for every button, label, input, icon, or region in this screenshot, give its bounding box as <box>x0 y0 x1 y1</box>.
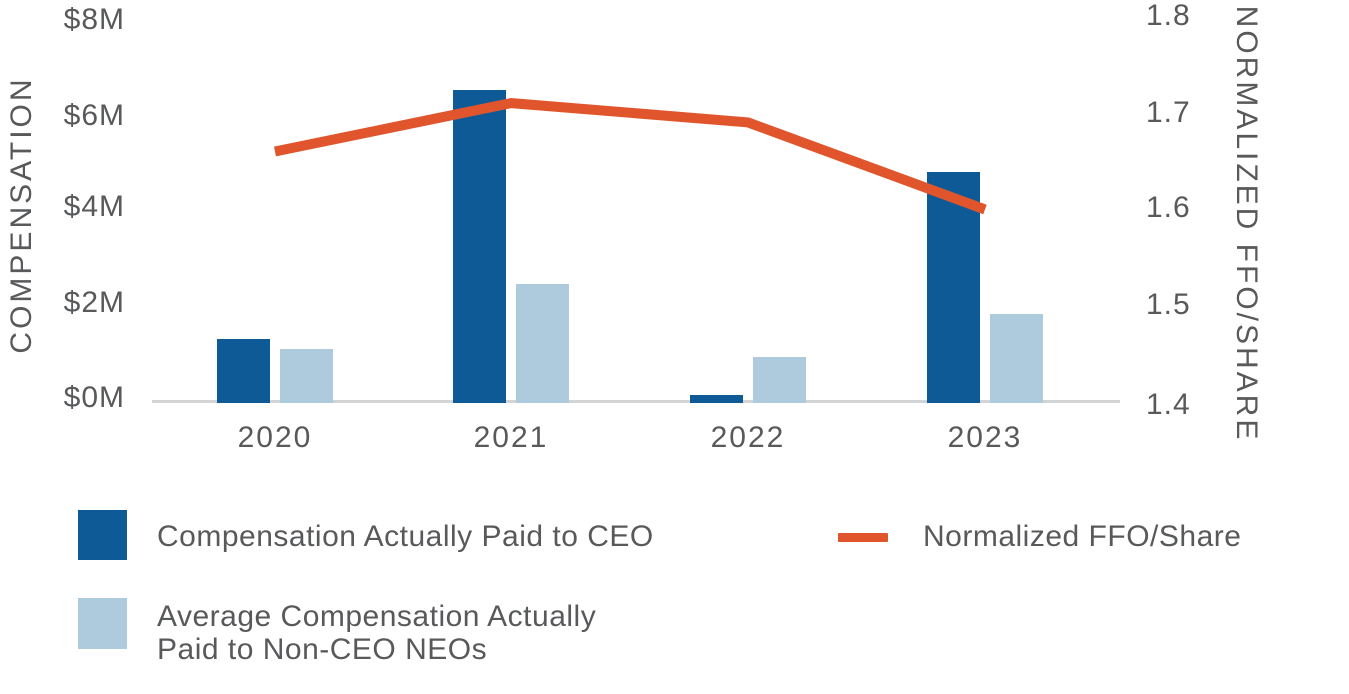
legend-swatch-neo <box>78 598 127 649</box>
x-axis-label-2023: 2023 <box>947 421 1023 454</box>
ceo-bar-2022 <box>690 395 743 403</box>
x-axis-label-2020: 2020 <box>237 421 313 454</box>
x-axis-label-2021: 2021 <box>473 421 549 454</box>
ceo-bar-2021 <box>453 90 506 403</box>
right-tick-label: 1.6 <box>1146 191 1191 224</box>
legend-label-neo-line1: Average Compensation Actually <box>157 600 597 633</box>
neo-bar-2020 <box>280 349 333 403</box>
neo-bar-2021 <box>516 284 569 403</box>
legend-line-swatch-ffo <box>838 533 888 542</box>
right-tick-label: 1.4 <box>1146 388 1191 421</box>
neo-bar-2022 <box>753 357 806 403</box>
legend-label-ffo: Normalized FFO/Share <box>923 520 1242 553</box>
left-tick-label: $6M <box>63 99 125 132</box>
left-tick-label: $0M <box>63 381 125 414</box>
x-axis-label-2022: 2022 <box>710 421 786 454</box>
right-tick-label: 1.7 <box>1146 96 1191 129</box>
left-tick-label: $8M <box>63 3 125 36</box>
left-tick-label: $2M <box>63 286 125 319</box>
legend-label-ceo: Compensation Actually Paid to CEO <box>157 520 654 553</box>
x-axis-line <box>152 400 1120 403</box>
legend-label-neo: Average Compensation Actually Paid to No… <box>157 600 757 666</box>
neo-bar-2023 <box>990 314 1043 403</box>
legend-label-neo-line2: Paid to Non-CEO NEOs <box>157 633 488 666</box>
right-tick-label: 1.5 <box>1146 288 1191 321</box>
legend-swatch-ceo <box>78 510 127 560</box>
ceo-bar-2020 <box>217 339 270 403</box>
left-tick-label: $4M <box>63 190 125 223</box>
right-axis-title: NORMALIZED FFO/SHARE <box>1230 5 1263 443</box>
right-tick-label: 1.8 <box>1146 0 1191 32</box>
ceo-bar-2023 <box>927 172 980 403</box>
